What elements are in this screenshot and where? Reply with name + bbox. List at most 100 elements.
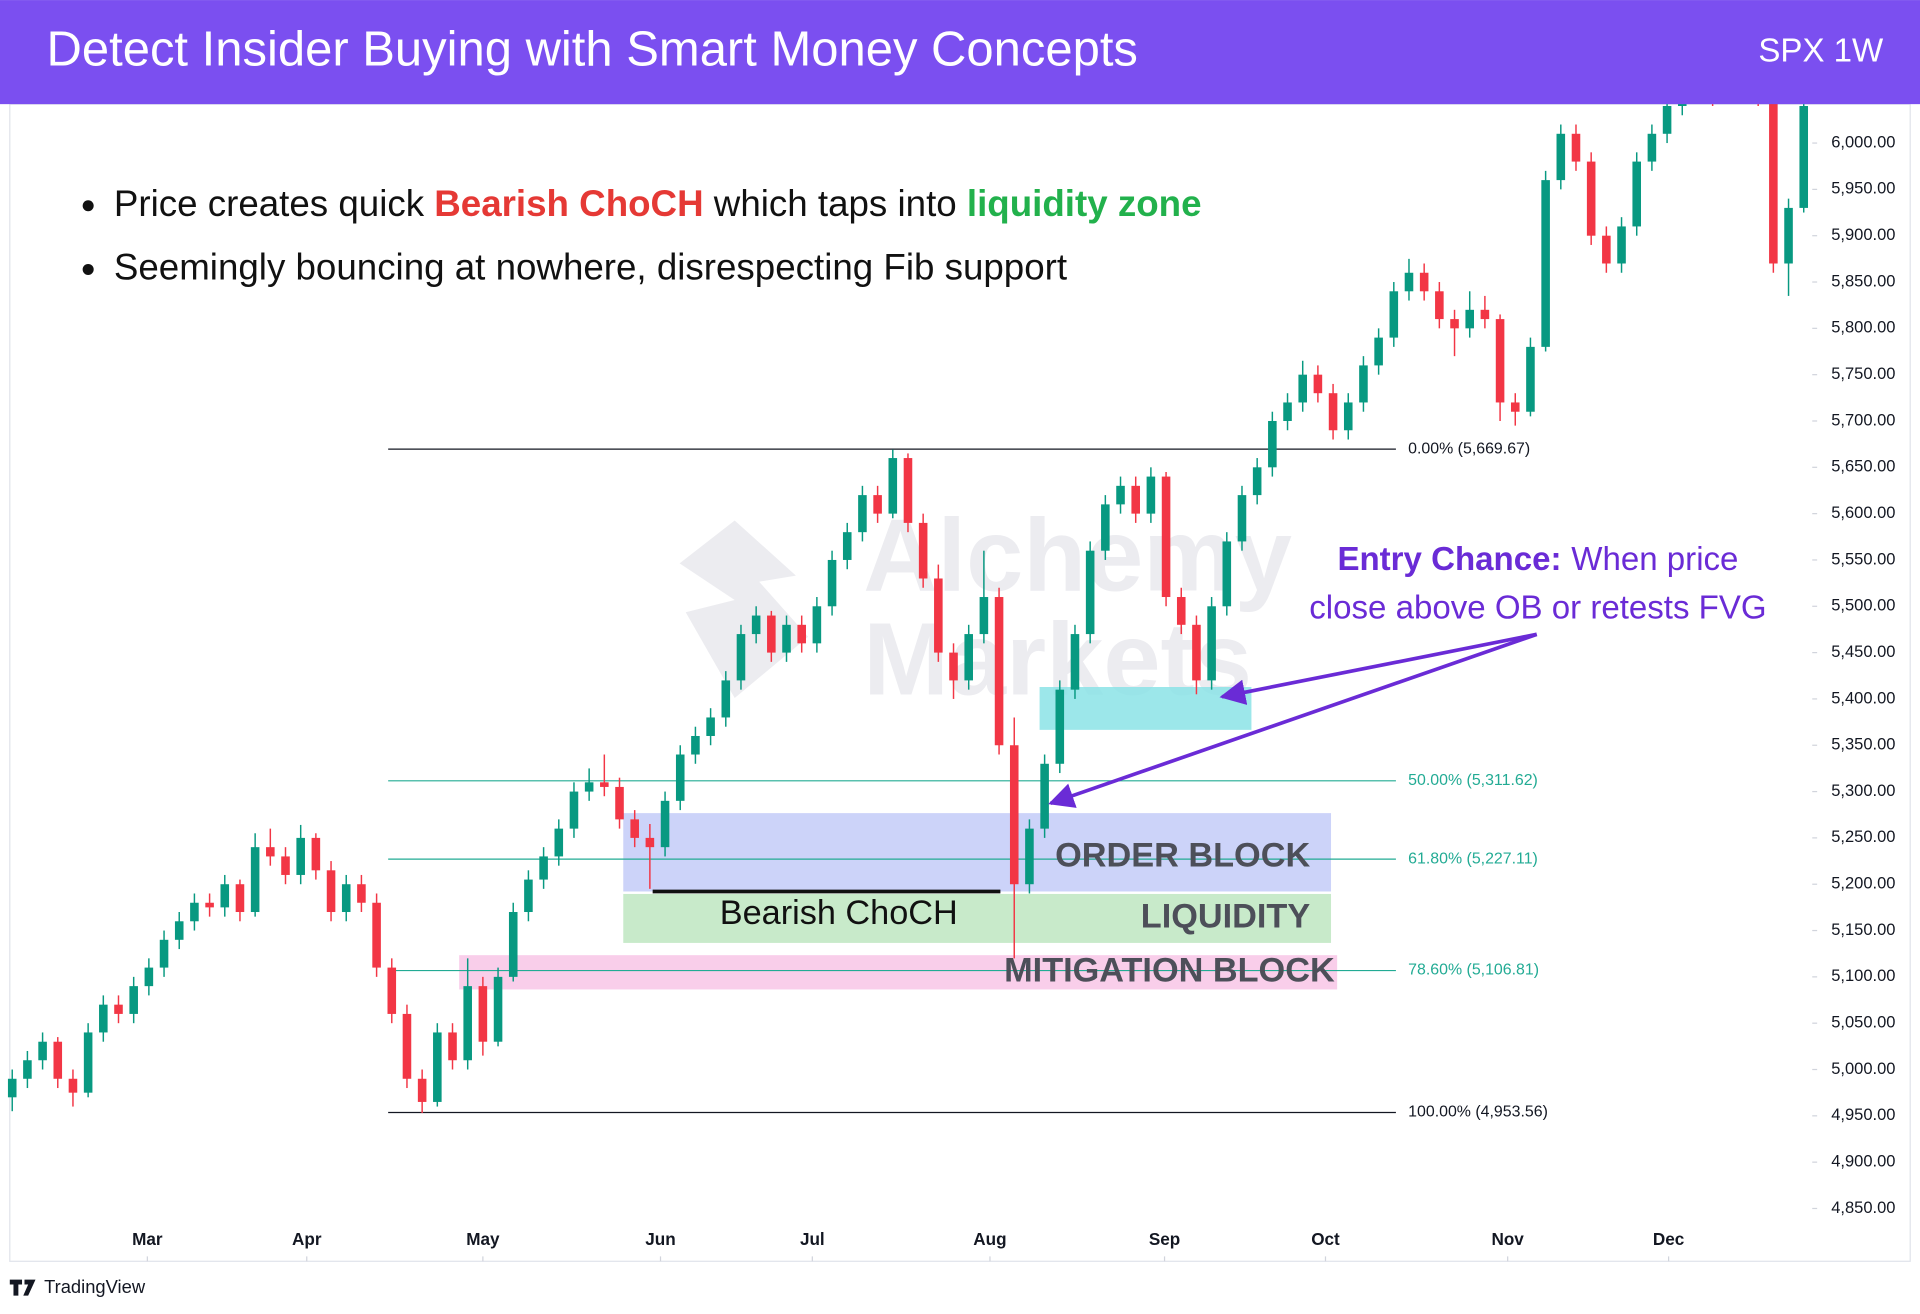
candle-body (1192, 624, 1201, 681)
candle-body (888, 458, 898, 514)
candle-body (1343, 402, 1353, 431)
x-tick-label: Nov (1491, 1229, 1524, 1249)
candle-body (508, 912, 518, 977)
y-tick-label: 5,750.00 (1831, 364, 1895, 383)
y-tick-label: 5,300.00 (1831, 781, 1895, 800)
candle-body (706, 717, 715, 736)
tradingview-logo (9, 1279, 36, 1296)
candle-body (797, 624, 806, 644)
y-tick-label: 5,350.00 (1831, 735, 1895, 754)
y-tick-label: 5,450.00 (1831, 642, 1895, 661)
x-tick-label: Aug (973, 1229, 1006, 1249)
candle-body (615, 786, 624, 820)
candle-body (827, 559, 837, 607)
candle-body (402, 1013, 412, 1079)
candle-body (1435, 291, 1444, 320)
candle-body (1268, 420, 1277, 468)
candle-body (235, 884, 245, 913)
candle-body (372, 902, 381, 968)
candle-body (1328, 393, 1338, 431)
candle-body (1602, 235, 1611, 264)
fvg-zone (1039, 687, 1252, 730)
candle-body (448, 1032, 457, 1061)
candle-body (736, 634, 746, 681)
fib-label: 50.00% (5,311.62) (1408, 772, 1538, 789)
candle-body (1025, 828, 1034, 885)
candle-body (1586, 161, 1596, 236)
candle-body (1085, 550, 1095, 635)
candle-body (1176, 597, 1186, 625)
order-block-zone (623, 813, 1332, 892)
candle-body (539, 856, 548, 880)
candle-body (554, 828, 564, 857)
candle-body (600, 782, 609, 787)
candle-body (1070, 634, 1080, 690)
candle-body (1222, 541, 1232, 607)
candle-body (433, 1032, 442, 1102)
header-title: Detect Insider Buying with Smart Money C… (47, 23, 1138, 77)
candle-body (1101, 504, 1110, 551)
candle-body (1404, 272, 1414, 292)
annotation-lead: Entry Chance: (1337, 541, 1561, 578)
candle-body (114, 1004, 123, 1014)
candle-body (1662, 105, 1672, 134)
bullet: Seemingly bouncing at nowhere, disrespec… (114, 246, 1067, 287)
x-tick-label: Jul (800, 1229, 825, 1249)
watermark: Alchemy Markets (679, 497, 1292, 717)
candle-body (675, 754, 685, 801)
candle-body (569, 791, 579, 829)
candle-body (1283, 402, 1292, 421)
fib-label: 100.00% (4,953.56) (1408, 1104, 1548, 1121)
candle-body (83, 1032, 93, 1093)
candle-body (1161, 476, 1171, 598)
candle-body (1480, 309, 1490, 320)
candle-body (493, 976, 503, 1042)
candle-body (296, 837, 305, 875)
fib-label: 61.80% (5,227.11) (1408, 850, 1538, 867)
arrow (1048, 632, 1538, 808)
candle-body (1389, 291, 1399, 338)
y-tick-label: 5,550.00 (1831, 549, 1895, 568)
y-tick-label: 5,700.00 (1831, 410, 1895, 429)
candle-body (964, 634, 973, 681)
candle-body (1571, 133, 1581, 162)
annotation-text: When price (1571, 541, 1738, 578)
x-tick-label: Apr (292, 1229, 322, 1249)
bullet-text: Price creates quick (114, 182, 434, 223)
liquidity-label: LIQUIDITY (1141, 897, 1311, 935)
plot: 4,850.00 4,900.00 4,950.00 5,000.00 5,050.00… (7, 59, 1896, 1262)
candle-body (144, 967, 154, 987)
choch-label: Bearish ChoCH (720, 894, 958, 932)
y-tick-label: 5,100.00 (1831, 966, 1895, 985)
candle-body (417, 1078, 427, 1102)
candle-body (812, 606, 822, 644)
y-tick-label: 4,950.00 (1831, 1105, 1895, 1124)
candle-body (1131, 485, 1140, 514)
header-bar (0, 0, 1920, 105)
bullet-highlight: liquidity zone (967, 182, 1202, 223)
watermark-logo (679, 520, 809, 699)
candle-body (584, 782, 594, 792)
candle-body (1541, 180, 1550, 347)
mitigation-block-label: MITIGATION BLOCK (1004, 951, 1335, 989)
annotation-line: Entry Chance: When price (1337, 541, 1738, 578)
candle-body (1116, 485, 1125, 505)
candle-body (1450, 319, 1459, 329)
y-tick-label: 5,150.00 (1831, 920, 1895, 939)
candle-body (281, 856, 290, 875)
x-tick-label: May (466, 1229, 500, 1249)
candle-body (721, 680, 731, 718)
candle-body (159, 939, 169, 968)
candle-body (1313, 374, 1323, 394)
bullet-highlight: Bearish ChoCH (434, 182, 703, 223)
liquidity-zone (623, 893, 1332, 943)
bullet-text: which taps into (704, 182, 967, 223)
candle-body (326, 870, 336, 913)
candle-body (1374, 337, 1383, 366)
candle-body (1419, 272, 1429, 292)
candle-body (53, 1041, 63, 1079)
candle-body (1799, 105, 1809, 208)
arrow (1219, 632, 1538, 705)
